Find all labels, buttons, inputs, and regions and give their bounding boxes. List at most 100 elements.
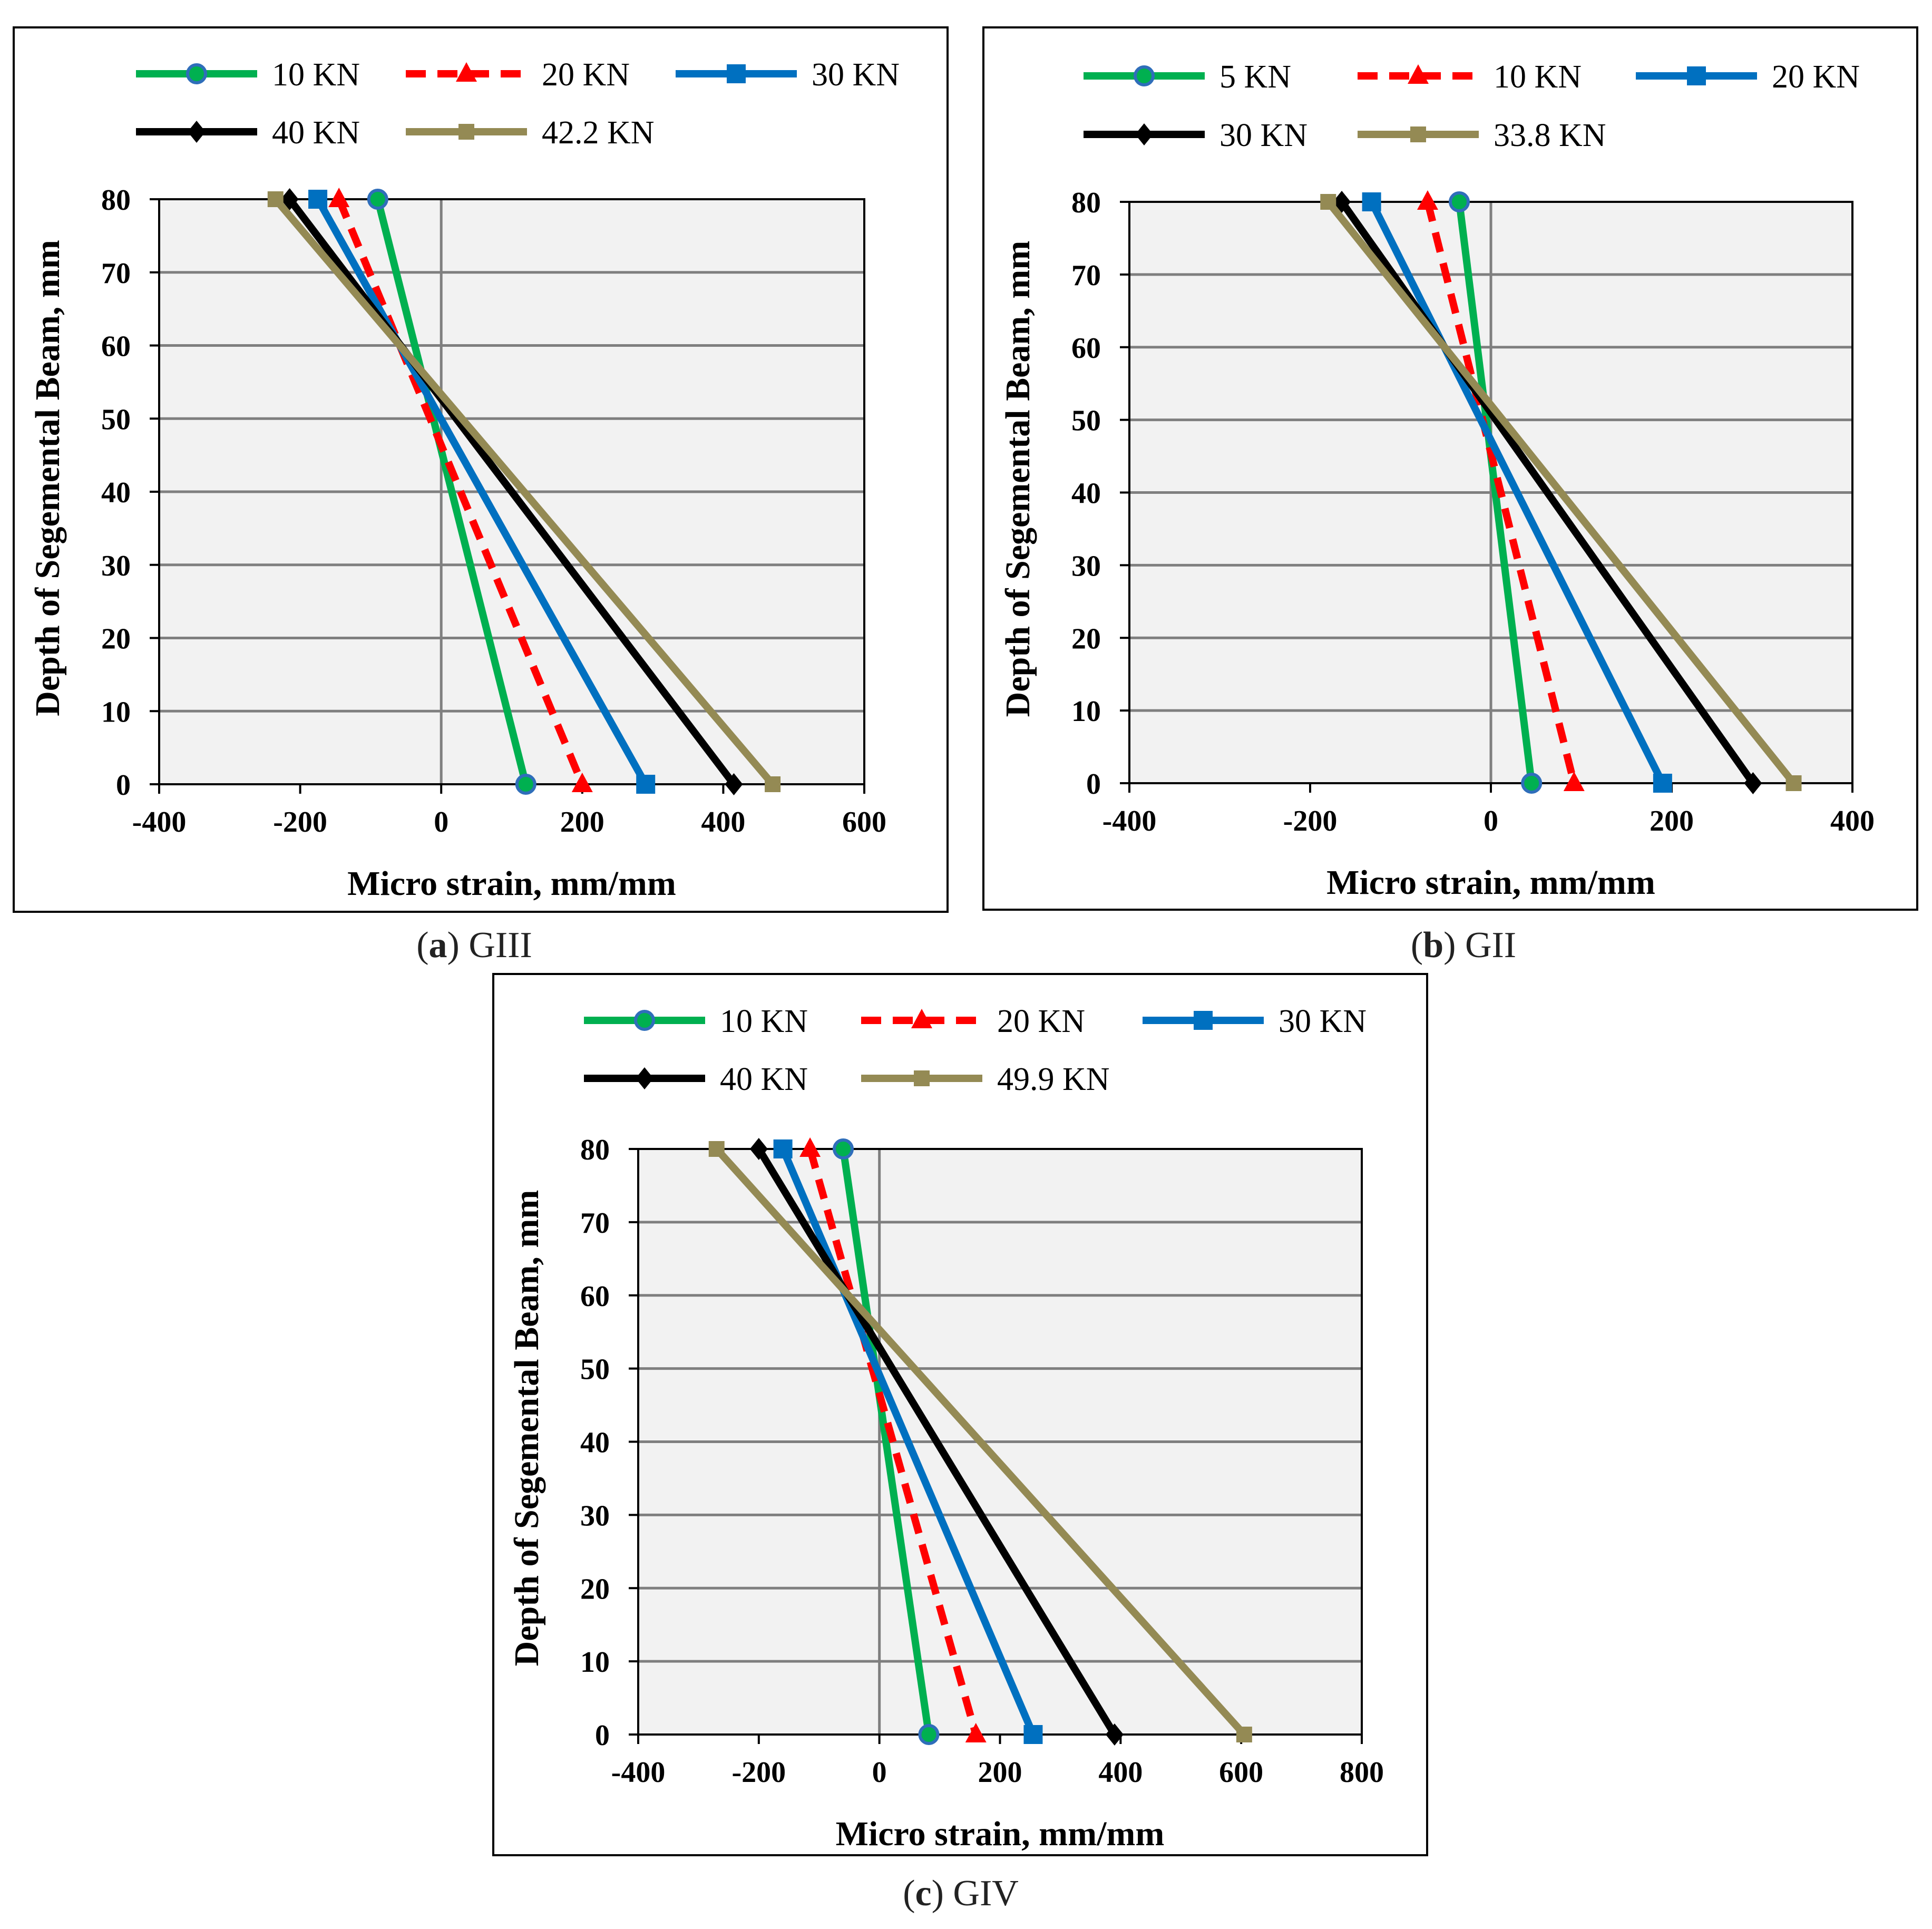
data-point bbox=[725, 773, 743, 795]
legend-label: 20 KN bbox=[997, 1004, 1085, 1039]
y-tick-label: 50 bbox=[580, 1353, 610, 1386]
legend-label: 10 KN bbox=[1494, 59, 1582, 95]
panel-caption-text: GII bbox=[1465, 925, 1516, 966]
y-axis-title: Depth of Segemental Beam, mm bbox=[999, 241, 1037, 717]
y-tick-label: 0 bbox=[595, 1719, 610, 1752]
y-tick-label: 0 bbox=[116, 769, 131, 802]
data-point bbox=[918, 1724, 940, 1745]
panel-caption-text: GIII bbox=[469, 925, 532, 966]
legend-marker bbox=[456, 62, 477, 82]
legend-label: 10 KN bbox=[720, 1004, 808, 1039]
x-tick-label: -400 bbox=[132, 806, 187, 839]
x-tick-label: -200 bbox=[732, 1756, 786, 1789]
panel-caption-label: a bbox=[429, 925, 447, 966]
series-line bbox=[755, 1147, 1118, 1737]
x-tick-label: 200 bbox=[978, 1756, 1022, 1789]
data-point bbox=[367, 189, 388, 210]
y-tick-label: 70 bbox=[101, 257, 131, 290]
legend-entry: 20 KN bbox=[406, 57, 630, 93]
x-tick-label: 200 bbox=[1650, 805, 1694, 837]
y-tick-label: 30 bbox=[1071, 550, 1101, 582]
data-point bbox=[1417, 190, 1438, 210]
legend-marker bbox=[1410, 126, 1426, 142]
legend-entry: 10 KN bbox=[584, 1004, 808, 1039]
legend-marker bbox=[458, 124, 474, 140]
series-line bbox=[272, 197, 776, 787]
series-20-KN bbox=[1362, 192, 1672, 793]
series-line bbox=[374, 198, 530, 785]
panel-caption-label: c bbox=[915, 1873, 932, 1914]
legend-label: 30 KN bbox=[1279, 1004, 1367, 1039]
y-tick-label: 70 bbox=[1071, 259, 1101, 292]
series-line bbox=[840, 1148, 933, 1736]
y-tick-label: 20 bbox=[580, 1573, 610, 1605]
legend-marker bbox=[1135, 123, 1153, 145]
data-point bbox=[1448, 191, 1470, 212]
y-tick-label: 40 bbox=[580, 1427, 610, 1459]
data-point bbox=[1653, 774, 1672, 793]
y-tick-label: 40 bbox=[101, 476, 131, 509]
x-tick-label: 0 bbox=[434, 806, 448, 839]
series-line bbox=[1368, 200, 1666, 785]
legend-entry: 40 KN bbox=[136, 115, 360, 151]
legend-entry: 10 KN bbox=[136, 57, 360, 93]
data-point bbox=[308, 190, 328, 209]
x-tick-label: 600 bbox=[842, 806, 886, 839]
y-tick-label: 20 bbox=[101, 623, 131, 656]
data-point bbox=[1023, 1725, 1043, 1744]
data-point bbox=[571, 773, 593, 792]
legend-entry: 20 KN bbox=[1636, 59, 1860, 95]
legend-entry: 33.8 KN bbox=[1358, 118, 1606, 153]
data-point bbox=[1105, 1723, 1124, 1746]
legend-marker bbox=[1408, 64, 1429, 84]
series-line bbox=[286, 197, 737, 787]
x-tick-label: 400 bbox=[1830, 805, 1875, 837]
legend-marker bbox=[1134, 65, 1155, 86]
legend-marker bbox=[914, 1070, 930, 1086]
data-point bbox=[1362, 192, 1381, 211]
y-tick-label: 10 bbox=[101, 696, 131, 728]
x-tick-label: -400 bbox=[1102, 805, 1157, 837]
x-tick-label: -200 bbox=[273, 806, 327, 839]
x-axis-title: Micro strain, mm/mm bbox=[836, 1815, 1165, 1853]
series-30-KN bbox=[308, 190, 656, 794]
data-point bbox=[1785, 775, 1802, 791]
x-tick-label: 200 bbox=[560, 806, 604, 839]
legend-entry: 10 KN bbox=[1358, 59, 1582, 95]
data-point bbox=[328, 188, 350, 207]
y-tick-label: 50 bbox=[1071, 405, 1101, 437]
y-tick-label: 30 bbox=[101, 550, 131, 582]
series-20-KN bbox=[799, 1137, 987, 1742]
x-tick-label: 0 bbox=[1484, 805, 1498, 837]
legend-label: 30 KN bbox=[812, 57, 900, 93]
y-axis-title: Depth of Segemental Beam, mm bbox=[508, 1190, 546, 1667]
x-axis-title: Micro strain, mm/mm bbox=[347, 864, 676, 903]
y-tick-label: 0 bbox=[1086, 768, 1101, 801]
data-point bbox=[280, 188, 299, 210]
series-line bbox=[1456, 201, 1536, 784]
chart-panel-c: 0 10 20 30 40 50 60 70 80 -400 -200 0 200 400 600 800 Mi… bbox=[492, 973, 1428, 1856]
series-42-2-KN bbox=[267, 191, 781, 792]
data-point bbox=[749, 1138, 768, 1160]
legend-label: 30 KN bbox=[1219, 118, 1307, 153]
series-line bbox=[314, 197, 649, 786]
legend-entry: 5 KN bbox=[1084, 59, 1291, 95]
y-tick-label: 20 bbox=[1071, 622, 1101, 655]
legend-label: 10 KN bbox=[272, 57, 360, 93]
series-30-KN bbox=[773, 1139, 1043, 1744]
panel-caption-label: b bbox=[1423, 925, 1443, 966]
data-point bbox=[1521, 773, 1543, 794]
x-tick-label: 400 bbox=[701, 806, 745, 839]
legend-label: 20 KN bbox=[542, 57, 630, 93]
legend-label: 33.8 KN bbox=[1494, 118, 1606, 153]
y-tick-label: 40 bbox=[1071, 478, 1101, 510]
y-tick-label: 70 bbox=[580, 1207, 610, 1240]
series-line bbox=[1325, 199, 1797, 786]
y-tick-label: 80 bbox=[1071, 187, 1101, 219]
legend-label: 5 KN bbox=[1219, 59, 1291, 95]
y-tick-label: 10 bbox=[580, 1646, 610, 1679]
chart-panel-a: 0 10 20 30 40 50 60 70 80 -400 -200 0 200 400 600 Micro… bbox=[13, 26, 949, 913]
series-10-KN bbox=[1417, 190, 1585, 791]
y-tick-label: 30 bbox=[580, 1499, 610, 1532]
